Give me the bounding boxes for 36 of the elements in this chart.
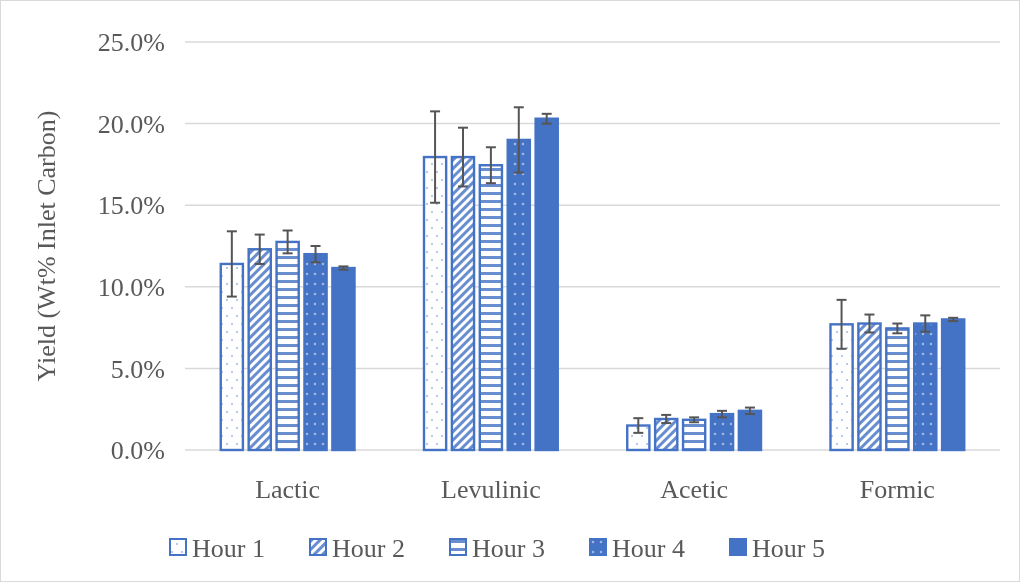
x-tick-label: Formic [859, 475, 935, 504]
bar [219, 262, 245, 452]
legend-label: Hour 4 [612, 534, 685, 564]
x-tick-label: Acetic [660, 475, 729, 504]
legend-label: Hour 3 [472, 534, 545, 564]
y-tick-label: 15.0% [97, 191, 165, 221]
bar [478, 164, 504, 452]
bar [450, 155, 476, 452]
bar [857, 322, 882, 452]
y-tick-label: 10.0% [97, 272, 165, 302]
bar [829, 323, 854, 452]
legend-label: Hour 1 [192, 534, 265, 564]
x-tick-label: Lactic [255, 475, 321, 504]
bar [275, 240, 300, 452]
bar [247, 248, 273, 452]
bar [331, 266, 356, 452]
y-tick-label: 5.0% [110, 354, 165, 384]
bar [626, 424, 651, 452]
bar [303, 252, 328, 452]
bar [681, 418, 707, 452]
bar [709, 412, 735, 452]
legend-label: Hour 2 [332, 534, 405, 564]
bar [534, 117, 559, 452]
bar [912, 322, 938, 452]
bar [737, 409, 763, 452]
bar [940, 318, 966, 452]
bar [885, 327, 910, 452]
y-axis-title: Yield (Wt% Inlet Carbon) [32, 110, 61, 382]
bar [653, 417, 679, 452]
y-tick-label: 0.0% [110, 436, 165, 466]
x-tick-label: Levulinic [441, 475, 541, 504]
bar [506, 138, 532, 452]
legend-label: Hour 5 [752, 534, 825, 564]
bar [422, 155, 448, 452]
y-tick-label: 20.0% [97, 109, 165, 139]
y-tick-label: 25.0% [97, 28, 165, 58]
